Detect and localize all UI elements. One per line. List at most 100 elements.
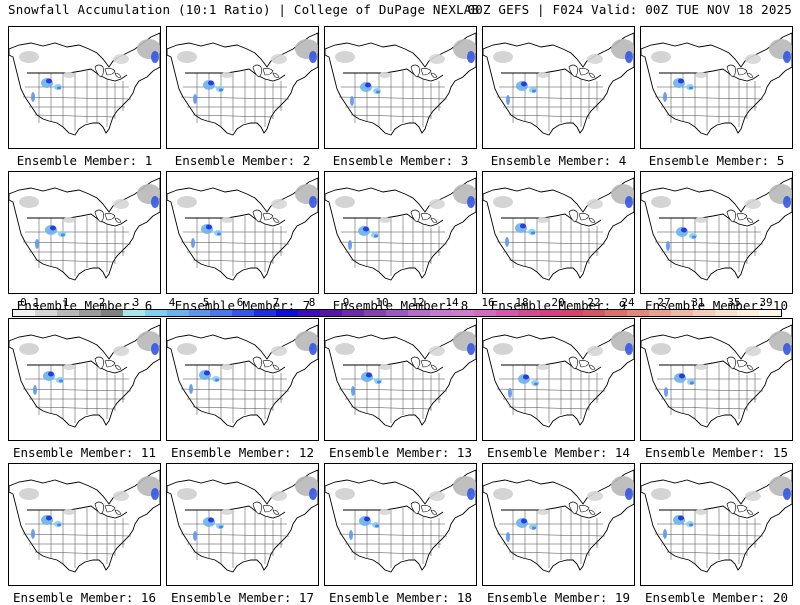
ensemble-member-map [482,463,635,586]
snow-area [61,233,65,237]
snow-area [532,89,536,93]
state-line [180,388,290,392]
snow-area [335,343,355,355]
colorbar-swatch [715,310,737,316]
colorbar-tick-label: 16 [481,296,495,309]
snow-area [309,51,317,63]
snow-area [177,343,197,355]
state-line [192,259,274,263]
snow-area [625,51,633,63]
map-canvas [325,177,476,281]
snow-area [625,343,633,355]
ensemble-member-label: Ensemble Member: 12 [171,445,314,460]
snow-area [19,51,39,63]
colorbar-swatch [232,310,255,316]
colorbar-swatch [298,310,321,316]
snow-area [493,51,513,63]
state-line [192,114,274,118]
state-line [22,533,132,537]
colorbar-swatch [561,310,584,316]
snow-area [467,343,475,355]
snow-area [204,370,210,376]
snow-area [508,388,512,398]
ensemble-member-map [166,463,319,586]
colorbar-swatch [693,310,715,316]
snow-area [467,488,475,500]
colorbar-swatch [429,310,452,316]
snow-area [663,92,667,102]
state-line [338,533,448,537]
snow-area [783,343,791,355]
state-line [666,406,748,410]
snow-area [271,346,287,356]
state-line [666,114,748,118]
snow-area [745,346,761,356]
snow-area [151,488,159,500]
state-line [654,388,764,392]
snow-area [363,226,369,232]
snow-area [351,386,355,396]
colorbar-tick-label: 2 [98,296,106,309]
snow-area [177,196,197,208]
map-canvas [641,177,792,281]
snow-area [537,72,549,78]
colorbar-swatch [451,310,474,316]
snow-area [745,54,761,64]
state-line [654,96,764,100]
state-line [180,533,290,537]
snow-area [191,238,195,248]
colorbar-tick-label: 22 [587,296,601,309]
state-line [350,551,432,555]
snow-area [783,196,791,208]
snow-area [19,196,39,208]
state-line [654,241,764,245]
state-line [180,96,290,100]
snow-area [177,51,197,63]
state-line [508,259,590,263]
ensemble-member-label: Ensemble Member: 1 [16,153,153,168]
ensemble-member-label: Ensemble Member: 3 [332,153,469,168]
snow-area [221,509,233,515]
snow-area [467,51,475,63]
snow-area [534,382,538,386]
colorbar-tick-label: 1 [62,296,70,309]
great-lakes [726,356,754,370]
snow-area [31,529,35,539]
ensemble-member-label: Ensemble Member: 13 [329,445,472,460]
ensemble-member-map [166,318,319,441]
state-line [496,533,606,537]
snow-area [208,517,214,523]
great-lakes [410,209,438,223]
colorbar-swatch [627,310,650,316]
snow-area [587,346,603,356]
map-canvas [641,324,792,428]
ensemble-member-label: Ensemble Member: 4 [490,153,627,168]
colorbar-swatch [122,310,145,316]
great-lakes [94,356,122,370]
state-line [34,259,116,263]
snow-area [651,51,671,63]
state-line [34,406,116,410]
snow-area [379,509,391,515]
snow-area [217,232,221,236]
snow-area [366,372,372,378]
state-line [22,241,132,245]
snow-area [523,374,529,380]
snow-area [689,523,693,527]
colorbar-tick-label: 8 [308,296,316,309]
snow-area [309,488,317,500]
snow-area [493,488,513,500]
colorbar-tick-label: 39 [759,296,773,309]
colorbar-swatch [364,310,386,316]
snow-area [219,525,223,529]
snow-area [695,509,707,515]
snow-area [587,491,603,501]
colorbar-swatch [517,310,540,316]
ensemble-member-map [482,171,635,294]
state-line [666,551,748,555]
snow-area [587,199,603,209]
snow-area [335,51,355,63]
colorbar-tick-label: 31 [691,296,705,309]
snow-area [664,387,668,397]
state-line [350,259,432,263]
